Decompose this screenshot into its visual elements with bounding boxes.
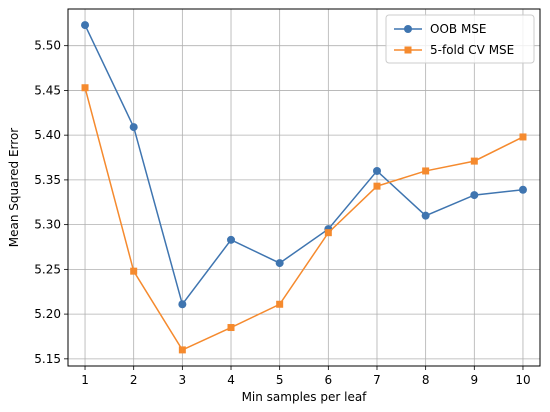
y-tick-label: 5.20 (34, 307, 61, 321)
data-point (421, 211, 430, 220)
series-layer (81, 21, 527, 354)
data-point (129, 123, 138, 132)
data-point (373, 182, 381, 190)
data-point (519, 133, 527, 141)
ticks: 1 2 3 4 5 6 7 8 9 10 5.15 5.20 5.25 5.30 5.35 5.40 5.45 5… (34, 39, 530, 387)
data-point (178, 346, 186, 354)
series-line (84, 87, 524, 351)
data-point (372, 166, 381, 175)
x-tick-label: 3 (179, 373, 187, 387)
legend-box (385, 14, 535, 64)
legend-label: OOB MSE (430, 22, 487, 36)
x-tick-label: 2 (130, 373, 138, 387)
data-point (470, 191, 479, 200)
data-point (324, 229, 332, 237)
x-tick-label: 1 (81, 373, 89, 387)
x-tick-label: 7 (373, 373, 381, 387)
data-point (275, 259, 284, 268)
data-point (81, 21, 90, 30)
series-cv-mse (81, 84, 527, 354)
legend: OOB MSE 5-fold CV MSE (385, 14, 535, 64)
y-axis-label: Mean Squared Error (7, 128, 21, 248)
data-point (130, 267, 138, 275)
legend-marker (404, 25, 412, 33)
data-point (178, 300, 187, 309)
legend-label: 5-fold CV MSE (430, 43, 514, 57)
legend-marker (404, 46, 412, 54)
x-tick-label: 9 (470, 373, 478, 387)
y-tick-label: 5.30 (34, 218, 61, 232)
data-point (276, 300, 284, 308)
y-tick-label: 5.40 (34, 128, 61, 142)
x-tick-label: 5 (276, 373, 284, 387)
x-tick-label: 6 (325, 373, 333, 387)
x-tick-label: 8 (422, 373, 430, 387)
y-tick-label: 5.35 (34, 173, 61, 187)
legend-item: 5-fold CV MSE (394, 43, 514, 57)
data-point (81, 84, 89, 92)
x-tick-label: 4 (227, 373, 235, 387)
y-tick-label: 5.15 (34, 352, 61, 366)
y-tick-label: 5.45 (34, 83, 61, 97)
data-point (518, 185, 527, 194)
y-tick-label: 5.25 (34, 262, 61, 276)
data-point (227, 235, 236, 244)
legend-item: OOB MSE (394, 22, 487, 36)
plot-frame (67, 8, 541, 367)
y-tick-label: 5.50 (34, 39, 61, 53)
x-tick-label: 10 (515, 373, 530, 387)
data-point (422, 167, 430, 175)
data-point (227, 324, 235, 332)
series-line (84, 24, 524, 306)
x-axis-label: Min samples per leaf (242, 390, 368, 404)
data-point (470, 157, 478, 165)
